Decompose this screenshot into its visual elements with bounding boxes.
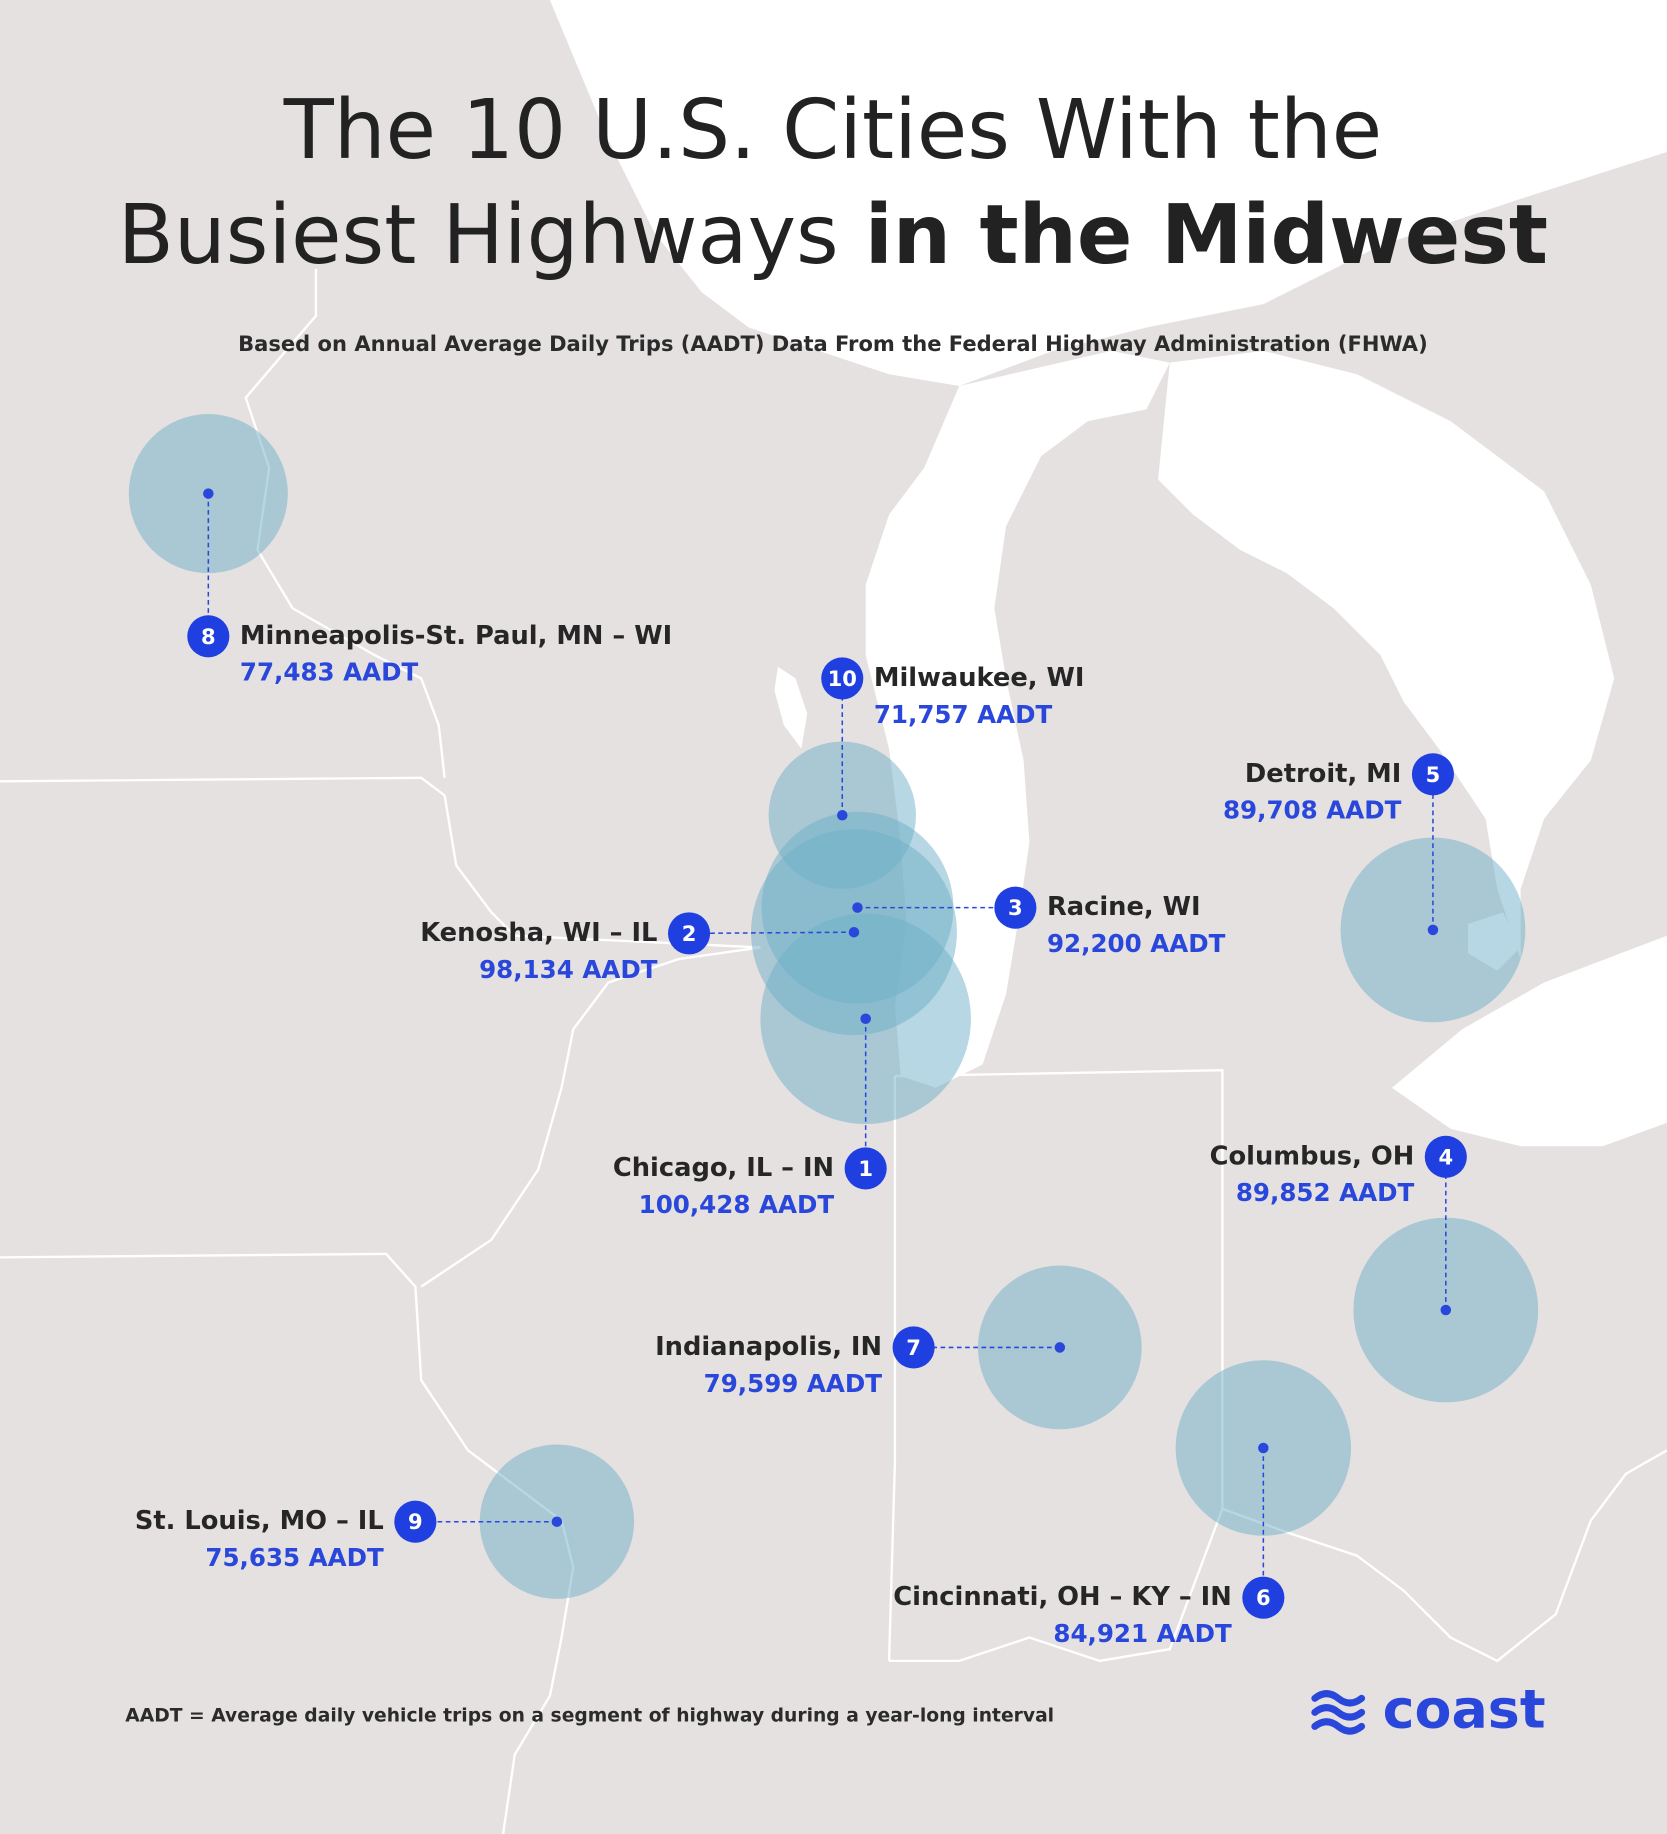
logo: coast [1383, 1678, 1546, 1741]
rank-badge [994, 886, 1037, 929]
city-dot [1054, 1342, 1066, 1353]
title-regular: Busiest Highways [118, 188, 839, 283]
leader-line [689, 931, 854, 935]
rank-badge [667, 912, 711, 955]
city-aadt: 71,757 AADT [874, 700, 1053, 729]
city-name: Racine, WI [1047, 892, 1201, 922]
rank-badge [1411, 753, 1454, 796]
city-dot [837, 809, 848, 821]
city-name: Kenosha, WI – IL [420, 918, 657, 948]
city-name: Columbus, OH [1210, 1141, 1415, 1171]
city-dot [1258, 1442, 1269, 1454]
city-aadt: 79,599 AADT [704, 1369, 883, 1398]
rank-badge [187, 615, 230, 658]
rank-badge [394, 1500, 437, 1543]
rank-number: 10 [828, 666, 857, 691]
city-dot [1427, 924, 1439, 936]
city-markers: 1 Chicago, IL – IN 100,428 AADT 2 Kenosha, W… [135, 488, 1467, 1648]
city-name: Milwaukee, WI [874, 663, 1085, 693]
city-aadt: 89,852 AADT [1236, 1178, 1415, 1207]
city-aadt: 92,200 AADT [1047, 929, 1226, 958]
city-aadt: 84,921 AADT [1053, 1619, 1232, 1648]
rank-number: 1 [858, 1156, 873, 1181]
title-line2: Busiest Highways in the Midwest [118, 188, 1548, 283]
city-dot [551, 1516, 563, 1527]
city-dot [1440, 1304, 1452, 1316]
city-name: Detroit, MI [1245, 759, 1401, 789]
footnote: AADT = Average daily vehicle trips on a … [125, 1706, 1054, 1727]
city-name: St. Louis, MO – IL [135, 1506, 384, 1536]
rank-badge [821, 657, 864, 700]
city-aadt: 98,134 AADT [479, 955, 658, 984]
rank-number: 9 [408, 1509, 423, 1534]
lakes [549, 0, 1667, 1147]
rank-number: 4 [1438, 1144, 1453, 1169]
city-aadt: 75,635 AADT [205, 1543, 384, 1572]
city-name: Indianapolis, IN [655, 1332, 882, 1362]
city-dot [203, 488, 214, 499]
rank-badge [1242, 1576, 1285, 1619]
subtitle: Based on Annual Average Daily Trips (AAD… [238, 331, 1428, 356]
rank-number: 7 [906, 1335, 921, 1360]
city-aadt: 89,708 AADT [1223, 796, 1402, 825]
city-name: Minneapolis-St. Paul, MN – WI [240, 621, 672, 651]
city-dot [848, 926, 860, 938]
city-name: Chicago, IL – IN [613, 1153, 834, 1183]
rank-number: 3 [1008, 895, 1023, 920]
city-dot [860, 1013, 871, 1025]
rank-number: 8 [201, 624, 216, 649]
logo-icon [1311, 1690, 1366, 1735]
title-line1: The 10 U.S. Cities With the [283, 83, 1382, 178]
rank-number: 5 [1426, 762, 1441, 787]
rank-number: 6 [1256, 1585, 1271, 1610]
city-aadt: 77,483 AADT [240, 658, 419, 687]
rank-badge [892, 1326, 935, 1369]
city-name: Cincinnati, OH – KY – IN [893, 1582, 1231, 1612]
city-aadt: 100,428 AADT [639, 1190, 835, 1219]
rank-number: 2 [682, 921, 697, 946]
city-dot [852, 902, 863, 913]
title-bold: in the Midwest [865, 188, 1548, 283]
rank-badge [844, 1147, 887, 1190]
rank-badge [1424, 1135, 1467, 1178]
